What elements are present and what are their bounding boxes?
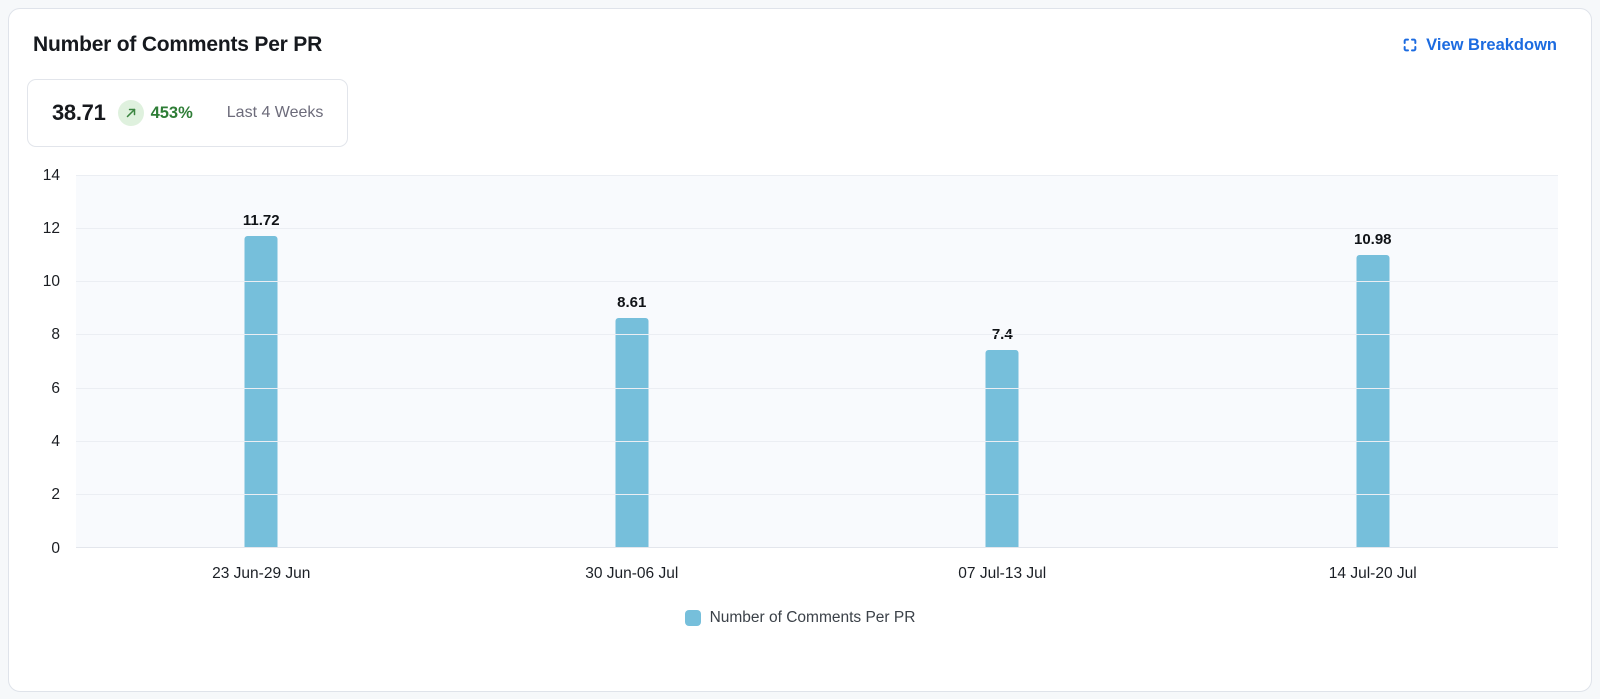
gridline	[76, 387, 1558, 389]
gridline	[76, 493, 1558, 495]
y-axis-tick: 10	[42, 272, 60, 290]
chart-legend: Number of Comments Per PR	[9, 609, 1591, 627]
bar-column: 7.4	[817, 175, 1188, 547]
y-axis-tick: 12	[42, 219, 60, 237]
y-axis-tick: 14	[42, 166, 60, 184]
summary-change-percent: 453%	[150, 103, 193, 122]
page-title: Number of Comments Per PR	[33, 33, 323, 56]
y-axis-tick: 6	[51, 379, 60, 397]
y-axis-tick: 0	[51, 539, 60, 557]
bar-value-label: 11.72	[242, 211, 280, 229]
legend-label: Number of Comments Per PR	[709, 609, 916, 626]
x-axis-tick: 30 Jun-06 Jul	[585, 565, 679, 582]
view-breakdown-link[interactable]: View Breakdown	[1402, 36, 1557, 55]
bar-23 Jun-29 Jun[interactable]	[244, 235, 278, 547]
gridline	[76, 334, 1558, 336]
x-axis-tick: 07 Jul-13 Jul	[958, 565, 1047, 582]
bar-value-label: 10.98	[1353, 231, 1392, 249]
bar-chart: 0 2 4 6 8 10 12 14 11.72 8.61 7.4 10.98 23 Jun-29 …	[9, 167, 1591, 627]
bar-column: 10.98	[1188, 175, 1559, 547]
x-axis-tick: 14 Jul-20 Jul	[1328, 565, 1417, 582]
y-axis-tick: 8	[51, 326, 60, 344]
bar-30 Jun-06 Jul[interactable]	[615, 318, 649, 547]
bar-column: 11.72	[76, 175, 447, 547]
summary-value: 38.71	[52, 100, 106, 125]
summary-stat-box: 38.71 453% Last 4 Weeks	[27, 79, 349, 147]
gridline	[76, 228, 1558, 230]
gridline	[76, 281, 1558, 283]
arrow-up-right-icon	[117, 100, 144, 126]
card-header: Number of Comments Per PR View Breakdown	[9, 9, 1591, 57]
comments-per-pr-card: Number of Comments Per PR View Breakdown…	[8, 8, 1592, 692]
y-axis-tick: 4	[51, 432, 60, 450]
plot-area: 11.72 8.61 7.4 10.98	[76, 175, 1558, 548]
y-axis-tick: 2	[51, 485, 60, 503]
x-axis-tick: 23 Jun-29 Jun	[212, 565, 311, 582]
legend-swatch	[684, 610, 701, 626]
x-axis: 23 Jun-29 Jun 30 Jun-06 Jul 07 Jul-13 Jul 1…	[76, 548, 1558, 583]
bar-14 Jul-20 Jul[interactable]	[1356, 255, 1390, 547]
view-breakdown-label: View Breakdown	[1426, 35, 1557, 54]
gridline	[76, 440, 1558, 442]
bar-column: 8.61	[447, 175, 818, 547]
gridline	[76, 175, 1558, 176]
bar-07 Jul-13 Jul[interactable]	[985, 350, 1019, 547]
y-axis: 0 2 4 6 8 10 12 14	[9, 167, 76, 555]
summary-period: Last 4 Weeks	[226, 104, 324, 121]
bar-value-label: 8.61	[617, 294, 647, 312]
expand-corners-icon	[1402, 37, 1418, 53]
